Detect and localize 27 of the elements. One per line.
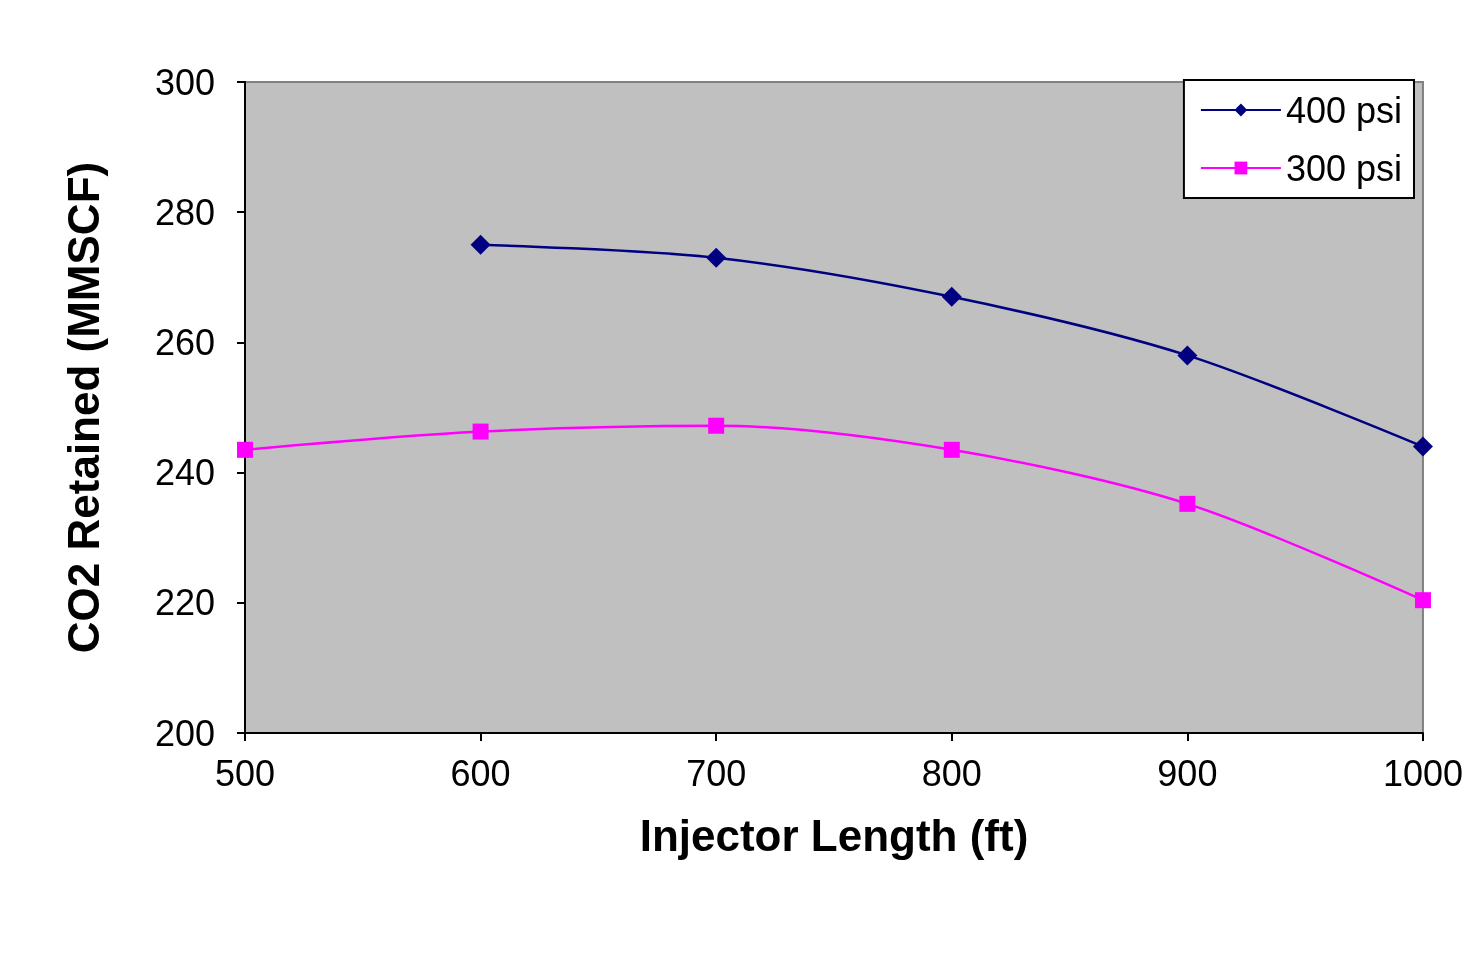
y-axis-title: CO2 Retained (MMSCF) (58, 161, 108, 654)
point (1414, 592, 1431, 609)
point (472, 423, 489, 440)
point (1179, 495, 1196, 512)
y-tick-label: 200 (154, 712, 215, 754)
point (1177, 345, 1198, 366)
x-tick-label: 600 (450, 752, 511, 794)
x-tick-label: 900 (1157, 752, 1218, 794)
point (706, 247, 727, 268)
x-axis-title: Injector Length (ft) (639, 810, 1029, 860)
y-tick-label: 280 (154, 191, 215, 233)
x-tick-label: 700 (686, 752, 747, 794)
x-tick-label: 500 (214, 752, 276, 794)
x-tick-label: 1000 (1382, 752, 1463, 794)
point (470, 234, 491, 255)
y-tick-label: 300 (154, 61, 215, 103)
legend-label: 400 psi (1285, 89, 1403, 131)
point (941, 286, 962, 307)
point (237, 441, 253, 458)
y-tick-label: 260 (154, 321, 215, 363)
point (943, 441, 960, 458)
point (708, 417, 725, 434)
x-tick-label: 800 (921, 752, 982, 794)
legend-label: 300 psi (1285, 147, 1403, 189)
y-tick-label: 220 (154, 582, 215, 624)
point (1412, 436, 1433, 457)
y-tick-label: 240 (154, 452, 215, 494)
